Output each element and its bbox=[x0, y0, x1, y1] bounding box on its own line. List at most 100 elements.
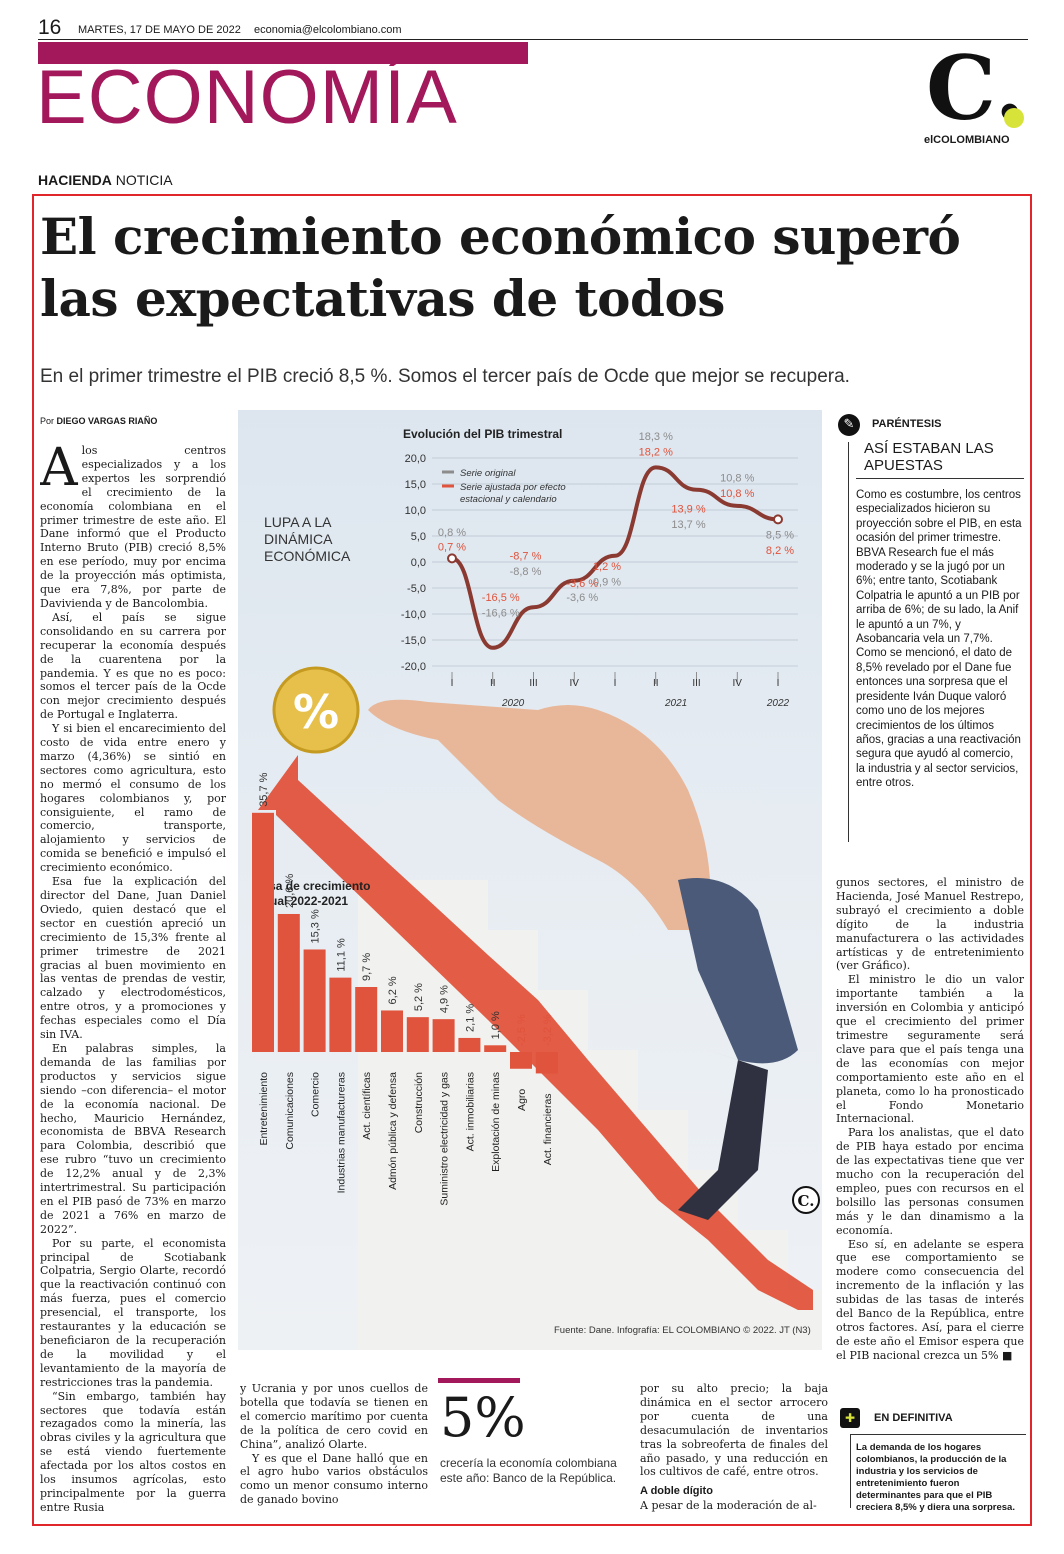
bar-category-label: Explotación de minas bbox=[490, 1072, 502, 1172]
paragraph: El ministro le dio un valor importante t… bbox=[836, 973, 1024, 1126]
logo-dot bbox=[1004, 108, 1024, 128]
byline: Por DIEGO VARGAS RIAÑO bbox=[40, 416, 157, 426]
bar-value-label: 15,3 % bbox=[310, 909, 322, 943]
y-tick-label: 15,0 bbox=[405, 479, 426, 491]
bar-value-label: 5,2 % bbox=[413, 983, 425, 1011]
bar-category-label: Construcción bbox=[413, 1072, 425, 1133]
bar-value-label: 11,1 % bbox=[335, 938, 347, 972]
x-tick-label: I bbox=[451, 678, 454, 689]
article-column-bottom-3: por su alto precio; la baja dinámica en … bbox=[640, 1382, 828, 1522]
paragraph: Eso sí, en adelante se espera que ese co… bbox=[836, 1237, 1024, 1362]
bar-category-label: Admón pública y defensa bbox=[387, 1072, 399, 1190]
bar-chart-title: Tasa de crecimiento bbox=[256, 879, 371, 893]
stat-text: crecería la economía colombiana este año… bbox=[440, 1456, 617, 1485]
year-label: 2022 bbox=[766, 698, 790, 709]
paragraph: “Sin embargo, también hay sectores que t… bbox=[40, 1389, 226, 1514]
date-line: MARTES, 17 DE MAYO DE 2022 bbox=[78, 24, 241, 36]
data-label-adjusted: 1,2 % bbox=[593, 561, 621, 573]
x-tick-label: I bbox=[614, 678, 617, 689]
data-label-original: 0,9 % bbox=[593, 576, 621, 588]
parentesis-box: ✎ PARÉNTESIS ASÍ ESTABAN LAS APUESTAS Co… bbox=[836, 412, 1024, 852]
checker-icon: ✚ bbox=[840, 1408, 860, 1428]
data-label-adjusted: 8,2 % bbox=[766, 545, 794, 557]
series-start-point bbox=[447, 553, 457, 564]
bar-value-label: 2,1 % bbox=[464, 1004, 476, 1032]
bar-category-label: Act. científicas bbox=[361, 1072, 373, 1140]
data-label-original: -8,8 % bbox=[510, 566, 542, 578]
bar-category-label: Industrias manufactureras bbox=[335, 1072, 347, 1193]
legend-original: Serie original bbox=[460, 468, 516, 479]
paragraph: Y si bien el encarecimiento del costo de… bbox=[40, 722, 226, 875]
box-rule bbox=[848, 442, 849, 842]
bar-value-label: -2,5 % bbox=[516, 1014, 528, 1046]
kicker-topic: HACIENDA bbox=[38, 172, 112, 188]
percent-coin bbox=[272, 666, 360, 754]
bar bbox=[303, 949, 326, 1052]
x-tick-label: II bbox=[490, 678, 496, 689]
y-tick-label: 0,0 bbox=[411, 557, 426, 569]
bar-value-label: 9,7 % bbox=[361, 953, 373, 981]
section-color-bar bbox=[38, 42, 528, 64]
byline-prefix: Por bbox=[40, 416, 55, 426]
data-label-original: 8,5 % bbox=[766, 530, 794, 542]
bar bbox=[277, 913, 300, 1052]
bar bbox=[252, 812, 274, 1052]
infographic: % Evolución del PIB trimestral 20,0 15,0 10… bbox=[238, 410, 822, 1350]
paragraph: gunos sectores, el ministro de Hacienda,… bbox=[836, 876, 1024, 973]
legend-adjusted: Serie ajustada por efecto bbox=[460, 482, 566, 493]
line-chart-title: Evolución del PIB trimestral bbox=[403, 427, 562, 441]
data-label-adjusted: 18,2 % bbox=[639, 446, 673, 458]
page-header: 16 MARTES, 17 DE MAYO DE 2022 economia@e… bbox=[38, 14, 1028, 40]
bar-category-label: Suministro electricidad y gas bbox=[439, 1072, 451, 1206]
paragraph: Así, el país se sigue consolidando en su… bbox=[40, 610, 226, 722]
x-tick-label: IV bbox=[570, 678, 580, 689]
byline-author: DIEGO VARGAS RIAÑO bbox=[56, 416, 158, 426]
bar bbox=[484, 1045, 507, 1052]
x-tick-label: III bbox=[529, 678, 537, 689]
y-tick-label: 10,0 bbox=[405, 505, 426, 517]
bar-value-label: 1,0 % bbox=[490, 1011, 502, 1039]
stat-callout: 5% crecería la economía colombiana este … bbox=[438, 1378, 628, 1518]
data-label-original: 10,8 % bbox=[720, 472, 754, 484]
definitiva-text: La demanda de los hogares colombianos, l… bbox=[856, 1442, 1015, 1513]
bar-value-label: -3,2 % bbox=[542, 1014, 554, 1046]
x-tick-label: III bbox=[692, 678, 700, 689]
data-label-adjusted: 10,8 % bbox=[720, 488, 754, 500]
data-label-adjusted: -16,5 % bbox=[482, 592, 520, 604]
parentesis-label: PARÉNTESIS bbox=[872, 418, 942, 430]
year-label: 2020 bbox=[501, 698, 525, 709]
newspaper-logo: C. elCOLOMBIANO bbox=[922, 44, 1028, 148]
section-email[interactable]: economia@elcolombiano.com bbox=[254, 24, 402, 36]
paragraph: En palabras simples, la demanda de las f… bbox=[40, 1041, 226, 1236]
trend-arrow bbox=[258, 755, 813, 1310]
x-tick-label: I bbox=[777, 678, 780, 689]
bar-category-label: Agro bbox=[516, 1089, 528, 1111]
corner-logo: C. bbox=[798, 1192, 815, 1210]
data-label-original: 0,8 % bbox=[438, 527, 466, 539]
bar-chart-title-cont: anual 2022-2021 bbox=[256, 894, 348, 908]
bar bbox=[355, 987, 378, 1052]
x-tick-label: II bbox=[653, 678, 659, 689]
bar-category-label: Comunicaciones bbox=[284, 1072, 296, 1150]
data-label-adjusted: -8,7 % bbox=[510, 550, 542, 562]
corner-logo-circle bbox=[792, 1186, 820, 1214]
data-label-original: 18,3 % bbox=[639, 431, 673, 443]
year-label: 2021 bbox=[664, 698, 687, 709]
series-end-point bbox=[773, 514, 783, 525]
infographic-canvas: % Evolución del PIB trimestral 20,0 15,0 10… bbox=[252, 427, 822, 1350]
bar bbox=[329, 977, 352, 1052]
bar-category-label: Act. inmobiliarias bbox=[464, 1072, 476, 1151]
article-subhead: En el primer trimestre el PIB creció 8,5… bbox=[40, 366, 850, 387]
bar bbox=[432, 1019, 455, 1052]
sleeve bbox=[678, 878, 798, 1064]
stat-value: 5% bbox=[440, 1386, 526, 1449]
series-line bbox=[450, 465, 780, 650]
paragraph: Por su parte, el economista principal de… bbox=[40, 1236, 226, 1389]
bar bbox=[510, 1052, 532, 1069]
bar-value-label: 20,6 % bbox=[284, 874, 296, 908]
y-tick-label: 20,0 bbox=[405, 453, 426, 465]
data-label-original: -3,6 % bbox=[566, 592, 598, 604]
parentesis-header: ✎ PARÉNTESIS ASÍ ESTABAN LAS APUESTAS bbox=[836, 412, 1024, 478]
article-column-right: gunos sectores, el ministro de Hacienda,… bbox=[836, 876, 1024, 1386]
